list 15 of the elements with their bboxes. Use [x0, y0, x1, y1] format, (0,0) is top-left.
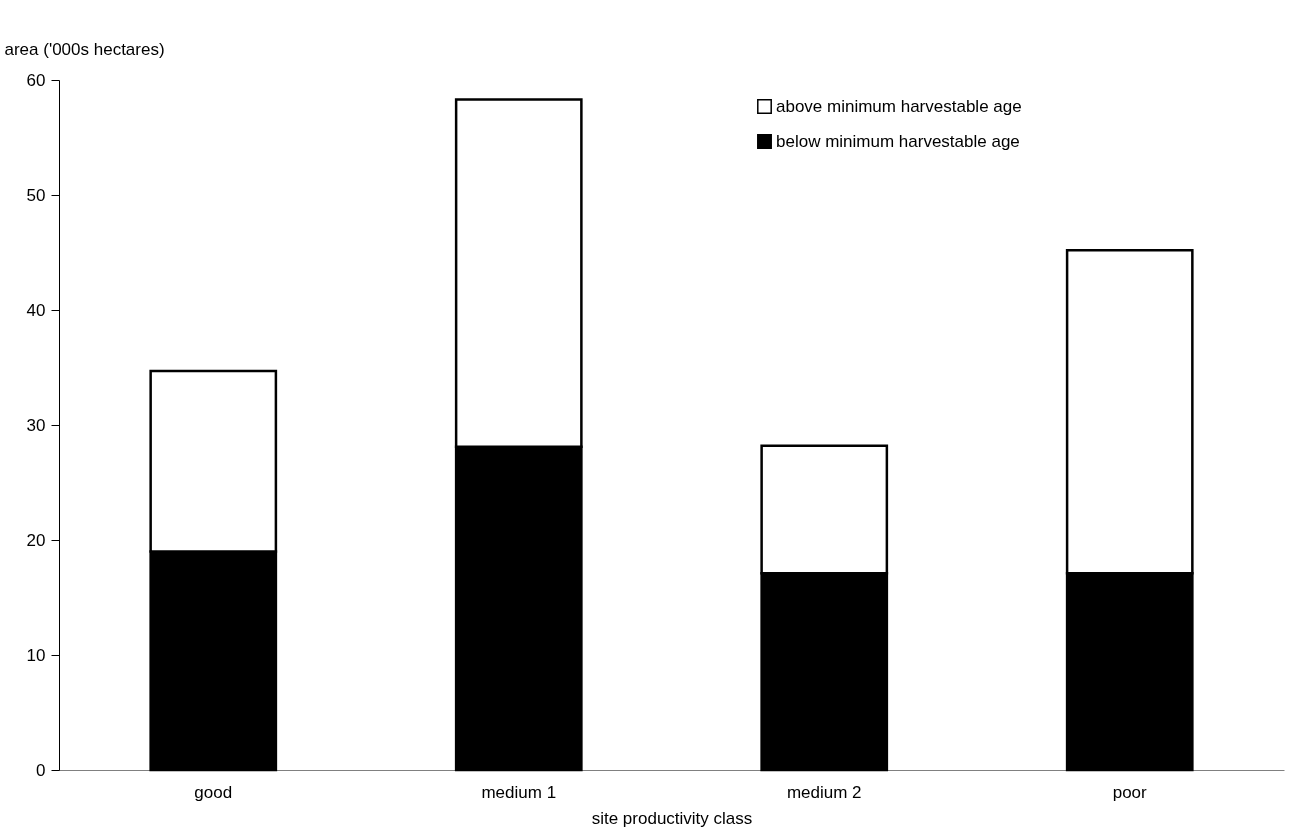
x-axis-title: site productivity class	[591, 808, 753, 828]
y-tick-label: 10	[26, 645, 46, 665]
y-tick-label: 50	[26, 185, 46, 205]
y-tick-label: 60	[26, 70, 46, 90]
x-tick-label: poor	[1112, 782, 1148, 802]
x-tick-label: medium 1	[481, 782, 557, 802]
legend-label: below minimum harvestable age	[776, 131, 1020, 151]
y-tick-label: 0	[36, 760, 46, 780]
x-tick-label: medium 2	[786, 782, 862, 802]
y-tick-label: 30	[26, 415, 46, 435]
y-tick-label: 20	[26, 530, 46, 550]
legend-label: above minimum harvestable age	[776, 96, 1022, 116]
x-tick-label: good	[194, 782, 233, 802]
y-axis-title: area ('000s hectares)	[4, 39, 165, 59]
y-tick-label: 40	[26, 300, 46, 320]
